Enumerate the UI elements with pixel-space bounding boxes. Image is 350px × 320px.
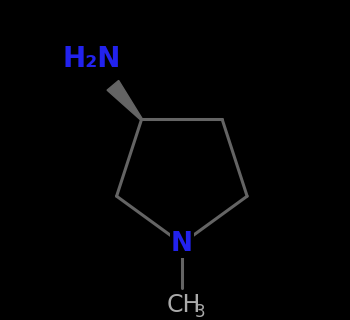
Polygon shape — [107, 80, 142, 120]
Text: 3: 3 — [195, 302, 205, 320]
Text: CH: CH — [166, 293, 201, 317]
Text: H₂N: H₂N — [63, 45, 121, 73]
Text: N: N — [171, 231, 193, 257]
